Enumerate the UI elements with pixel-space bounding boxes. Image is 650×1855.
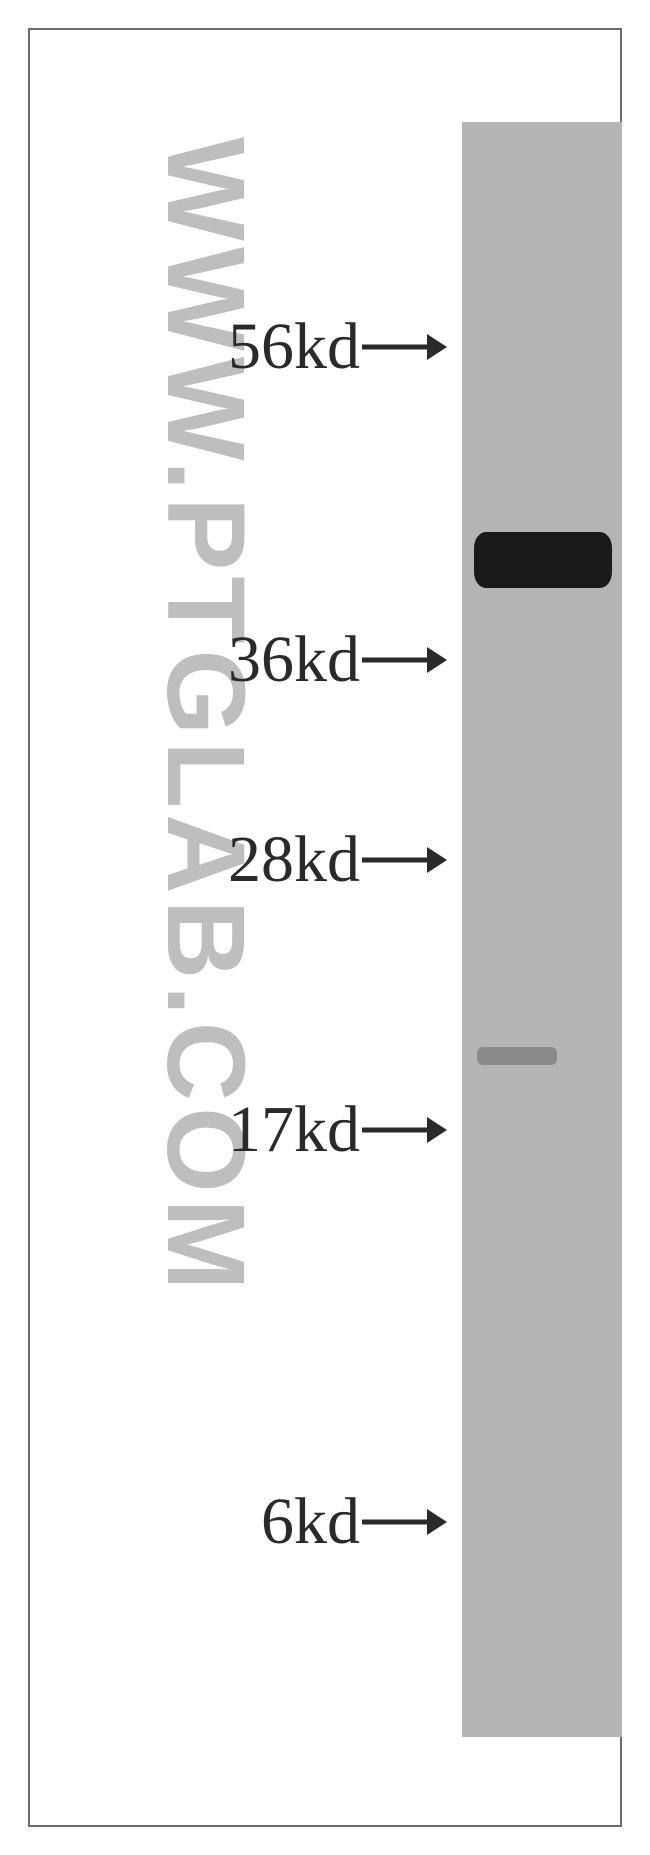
image-frame: WWW.PTGLAB.COM 56kd36kd28kd17kd6kd xyxy=(28,28,622,1827)
marker-label: 28kd xyxy=(100,827,360,893)
marker-label: 36kd xyxy=(100,627,360,693)
marker-arrow-icon xyxy=(362,1113,447,1147)
blot-lane xyxy=(462,122,622,1737)
marker-arrow-icon xyxy=(362,643,447,677)
marker-arrow-icon xyxy=(362,843,447,877)
marker-label: 17kd xyxy=(100,1097,360,1163)
marker-label: 56kd xyxy=(100,314,360,380)
marker-arrow-icon xyxy=(362,330,447,364)
marker-arrow-icon xyxy=(362,1505,447,1539)
protein-band xyxy=(474,532,612,588)
faint-band xyxy=(477,1047,557,1065)
marker-label: 6kd xyxy=(100,1489,360,1555)
